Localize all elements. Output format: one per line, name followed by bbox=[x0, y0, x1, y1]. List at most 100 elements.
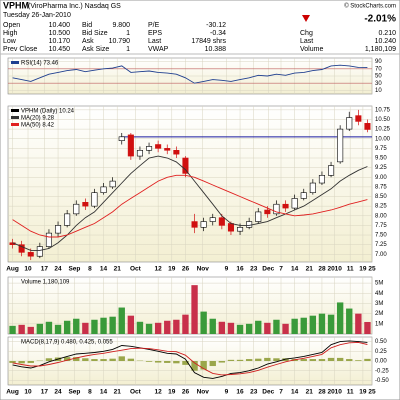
y-tick-label: 7.25 bbox=[375, 242, 387, 248]
quote-label: Bid bbox=[82, 22, 92, 29]
candle-body bbox=[237, 227, 244, 232]
histogram-bar bbox=[45, 358, 53, 361]
quote-label: EPS bbox=[148, 30, 162, 37]
y-tick-label: 30 bbox=[375, 81, 382, 87]
histogram-bar bbox=[236, 359, 244, 361]
y-tick-label: 8.50 bbox=[375, 194, 387, 200]
volume-bar bbox=[164, 320, 171, 334]
histogram-bar bbox=[109, 358, 116, 361]
series-line bbox=[12, 340, 368, 379]
x-tick-label: Nov bbox=[197, 389, 210, 396]
candle-body bbox=[328, 165, 335, 176]
histogram-bar bbox=[318, 359, 326, 361]
x-tick-label: 21 bbox=[306, 389, 314, 396]
candle-body bbox=[91, 192, 98, 207]
histogram-bar bbox=[200, 361, 207, 370]
volume-bar bbox=[245, 323, 253, 334]
volume-bar bbox=[109, 316, 116, 334]
y-tick-label: 7.50 bbox=[375, 233, 387, 239]
histogram-bar bbox=[227, 359, 235, 361]
candle-body bbox=[18, 244, 25, 253]
company: (ViroPharma Inc.) Nasdaq GS bbox=[28, 3, 121, 10]
histogram-bar bbox=[9, 361, 16, 363]
series-line bbox=[12, 155, 368, 251]
histogram-bar bbox=[273, 358, 280, 361]
histogram-bar bbox=[209, 361, 216, 367]
series-line bbox=[12, 64, 368, 84]
summary-value: 1,180,109 bbox=[365, 46, 396, 53]
volume-bar bbox=[346, 308, 353, 334]
x-tick-label: 26 bbox=[182, 389, 190, 396]
x-tick-label: 28 bbox=[318, 389, 326, 396]
y-tick-label: 9.50 bbox=[375, 156, 387, 162]
x-tick-label: 12 bbox=[155, 266, 163, 273]
histogram-bar bbox=[191, 361, 198, 371]
volume-bar bbox=[227, 322, 235, 334]
candle-body bbox=[200, 221, 207, 228]
x-tick-label: Aug bbox=[6, 266, 19, 273]
x-tick-label: 8 bbox=[88, 266, 92, 273]
x-tick-label: 17 bbox=[41, 266, 49, 273]
volume-bar bbox=[209, 318, 216, 334]
x-tick-label: 7 bbox=[279, 266, 283, 273]
volume-bar bbox=[300, 317, 307, 334]
x-tick-label: 19 bbox=[359, 389, 367, 396]
candle-body bbox=[273, 203, 280, 215]
candle-body bbox=[282, 203, 289, 209]
legend-swatch bbox=[11, 61, 19, 64]
quote-value: 10.388 bbox=[205, 46, 227, 53]
y-tick-label: 0.00 bbox=[375, 359, 387, 365]
candle-body bbox=[73, 203, 80, 215]
candle-body bbox=[36, 246, 43, 257]
change-pct: -2.01% bbox=[364, 14, 396, 25]
histogram-bar bbox=[100, 359, 107, 361]
x-tick-label: 14 bbox=[291, 266, 299, 273]
x-tick-label: 23 bbox=[250, 266, 258, 273]
candle-body bbox=[127, 134, 134, 157]
x-tick-label: 2010 bbox=[327, 389, 342, 396]
quote-label: P/E bbox=[148, 22, 160, 29]
volume-bar bbox=[136, 321, 144, 334]
candle-body bbox=[255, 211, 262, 222]
volume-bar bbox=[54, 324, 62, 334]
volume-bar bbox=[27, 326, 34, 334]
histogram-bar bbox=[63, 357, 71, 361]
x-tick-label: 9 bbox=[225, 389, 229, 396]
x-tick-label: 11 bbox=[347, 389, 354, 396]
volume-bar bbox=[154, 322, 162, 334]
credit: © StockCharts.com bbox=[344, 3, 396, 10]
histogram-bar bbox=[255, 358, 262, 361]
y-tick-label: 4M bbox=[375, 291, 383, 297]
legend-label: MA(50) 8.42 bbox=[21, 123, 55, 129]
candle-body bbox=[291, 198, 298, 209]
x-tick-label: 21 bbox=[114, 389, 122, 396]
x-tick-label: 24 bbox=[54, 389, 62, 396]
y-tick-label: 50 bbox=[375, 74, 382, 80]
y-tick-label: 0.25 bbox=[375, 349, 387, 355]
x-tick-label: 25 bbox=[368, 266, 376, 273]
histogram-bar bbox=[82, 358, 89, 361]
series-line bbox=[12, 341, 368, 376]
histogram-bar bbox=[127, 358, 135, 361]
candle-body bbox=[309, 182, 316, 193]
volume-bar bbox=[218, 321, 226, 334]
volume-bar bbox=[200, 311, 207, 334]
histogram-bar bbox=[282, 358, 289, 361]
histogram-bar bbox=[73, 357, 80, 361]
x-tick-label: 23 bbox=[250, 389, 258, 396]
x-tick-label: 21 bbox=[114, 266, 122, 273]
quote-value: 10.400 bbox=[49, 22, 71, 29]
volume-bar bbox=[36, 323, 44, 334]
x-tick-label: 19 bbox=[359, 266, 367, 273]
x-tick-label: Aug bbox=[6, 389, 19, 396]
x-tick-label: 11 bbox=[347, 266, 354, 273]
x-tick-label: Dec bbox=[262, 389, 274, 396]
histogram-bar bbox=[27, 361, 34, 363]
x-tick-label: 21 bbox=[306, 266, 314, 273]
legend-swatch bbox=[11, 116, 19, 119]
y-tick-label: 90 bbox=[375, 59, 382, 65]
down-arrow bbox=[302, 15, 310, 22]
date: Tuesday 26-Jan-2010 bbox=[3, 12, 71, 19]
volume-bar bbox=[318, 313, 326, 334]
volume-bar bbox=[273, 319, 280, 334]
